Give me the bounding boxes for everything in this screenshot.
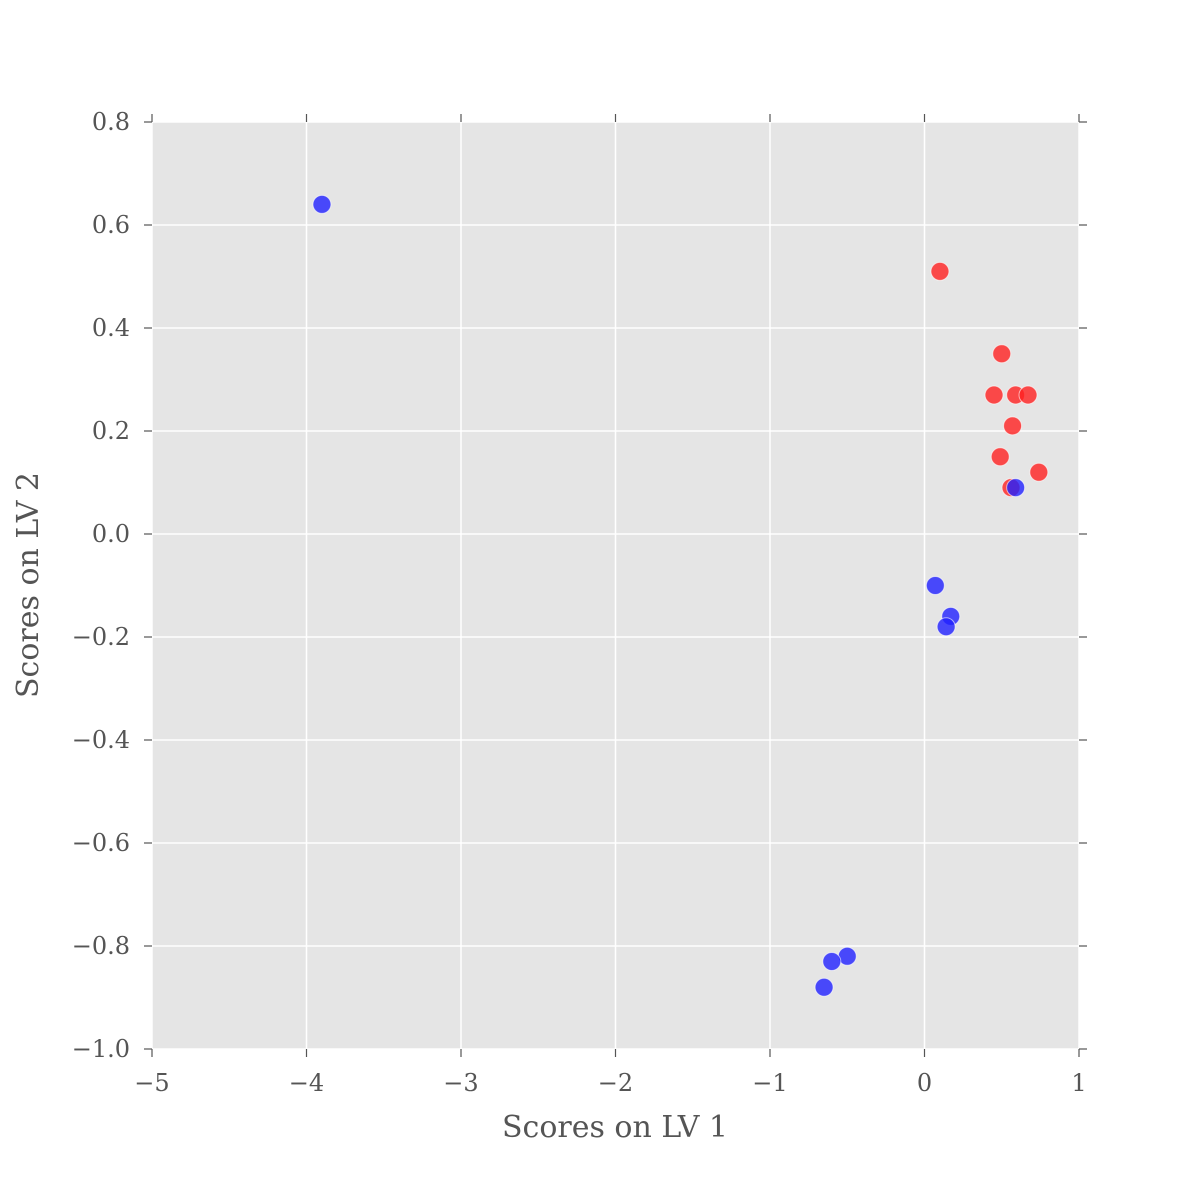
data-point-red <box>1018 385 1038 405</box>
x-tick-label: −3 <box>443 1069 478 1097</box>
data-point-red <box>930 261 950 281</box>
x-tick-label: −2 <box>598 1069 633 1097</box>
data-point-blue <box>936 617 956 637</box>
y-tick-label: 0.2 <box>92 417 130 445</box>
x-tick-label: −5 <box>134 1069 169 1097</box>
data-point-blue <box>925 576 945 595</box>
data-points <box>312 194 1049 997</box>
data-point-blue <box>1006 478 1026 498</box>
x-tick-label: 0 <box>917 1069 932 1097</box>
x-tick-label: −1 <box>752 1069 787 1097</box>
y-tick-labels: 0.8 0.6 0.4 0.2 0.0 −0.2 −0.4 −0.6 −0.8 −1.0 <box>72 108 130 1063</box>
data-point-blue <box>814 977 834 997</box>
y-tick-label: 0.8 <box>92 108 130 136</box>
data-point-red <box>992 344 1012 364</box>
y-tick-label: 0.6 <box>92 211 130 239</box>
data-point-red <box>1003 416 1023 436</box>
y-tick-label: 0.4 <box>92 314 130 342</box>
data-point-blue <box>822 951 842 971</box>
y-axis-label: Scores on LV 2 <box>11 472 46 698</box>
y-tick-label: −0.2 <box>72 623 130 651</box>
y-tick-label: −1.0 <box>72 1035 130 1063</box>
x-tick-label: 1 <box>1071 1069 1086 1097</box>
x-tick-labels: −5 −4 −3 −2 −1 0 1 <box>134 1069 1086 1097</box>
data-point-red <box>990 447 1010 467</box>
axis-ticks <box>144 114 1087 1057</box>
y-tick-label: −0.6 <box>72 829 130 857</box>
y-tick-label: 0.0 <box>92 520 130 548</box>
y-tick-label: −0.8 <box>72 932 130 960</box>
y-tick-label: −0.4 <box>72 726 130 754</box>
x-axis-label: Scores on LV 1 <box>502 1110 728 1145</box>
data-point-red <box>1029 462 1049 482</box>
x-tick-label: −4 <box>289 1069 324 1097</box>
data-point-red <box>984 385 1004 405</box>
data-point-blue <box>312 194 332 214</box>
